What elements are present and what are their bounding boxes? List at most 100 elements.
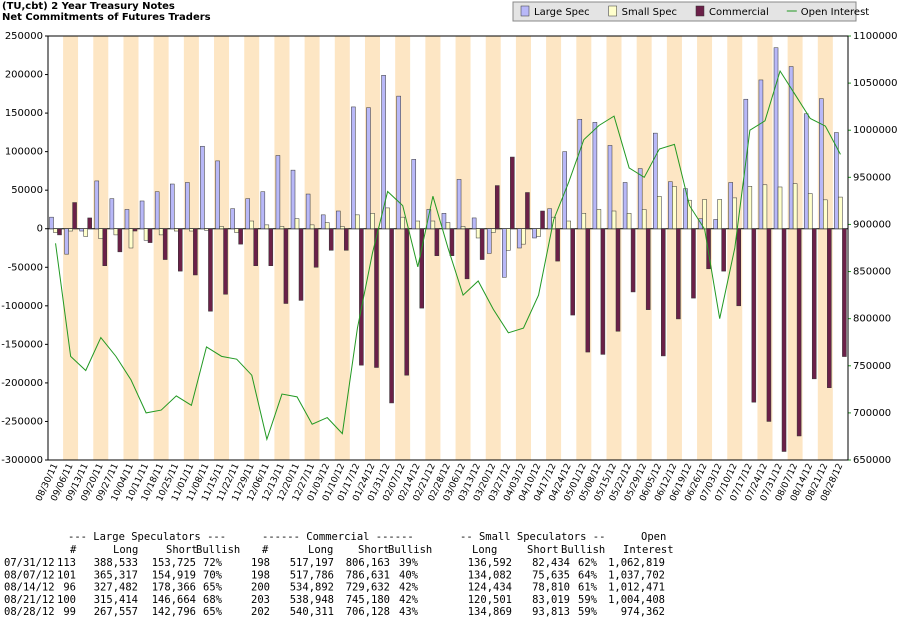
table-cell: 08/21/12 xyxy=(4,594,55,606)
bar xyxy=(807,193,813,229)
bar xyxy=(290,169,296,229)
table-cell: 83,019 xyxy=(532,594,570,606)
bar xyxy=(170,183,175,229)
bar xyxy=(827,228,832,388)
bar xyxy=(396,95,401,229)
bar xyxy=(475,228,481,239)
bar xyxy=(128,228,134,249)
bar xyxy=(773,47,779,229)
bar xyxy=(223,228,228,295)
bar xyxy=(592,122,598,229)
bar xyxy=(279,226,285,229)
bar xyxy=(193,228,198,276)
bar xyxy=(713,219,718,229)
y2-tick-label: 650000 xyxy=(853,455,891,466)
table-column-header: Interest xyxy=(623,544,674,556)
bar xyxy=(611,210,617,229)
bar xyxy=(672,186,677,229)
bar xyxy=(298,228,304,301)
band xyxy=(425,36,441,460)
band xyxy=(153,36,169,460)
bar xyxy=(385,207,390,229)
bar xyxy=(803,113,809,229)
bar xyxy=(245,198,250,229)
table-cell: 40% xyxy=(399,569,419,581)
bar xyxy=(158,228,164,236)
table-cell: 07/31/12 xyxy=(4,557,55,569)
bar xyxy=(479,228,485,260)
bar xyxy=(517,228,522,249)
bar xyxy=(275,155,281,229)
table-cell: 517,197 xyxy=(290,557,334,569)
table-cell: 706,128 xyxy=(346,606,390,618)
table-cell: 153,725 xyxy=(152,557,196,569)
table-column-header: Bullish xyxy=(561,544,605,556)
table-cell: 68% xyxy=(203,594,223,606)
y-tick-label: -200000 xyxy=(1,378,43,389)
table-cell: 745,180 xyxy=(346,594,390,606)
bar xyxy=(313,228,319,268)
bar xyxy=(419,228,425,309)
legend-swatch xyxy=(695,5,705,17)
y-tick-label: 0 xyxy=(37,224,43,235)
bar xyxy=(370,213,375,229)
table-column-header: Long xyxy=(472,544,497,556)
bar xyxy=(336,210,341,229)
band xyxy=(621,36,637,460)
band xyxy=(515,36,532,460)
bar xyxy=(676,228,681,320)
bar xyxy=(471,217,477,229)
table-cell: 178,366 xyxy=(152,582,196,594)
table-cell: 540,311 xyxy=(290,606,334,618)
y-tick-label: 50000 xyxy=(11,185,43,196)
band xyxy=(168,36,184,460)
bar xyxy=(525,192,530,229)
table-cell: 203 xyxy=(251,594,270,606)
bar xyxy=(283,228,289,304)
table-cell: 65% xyxy=(203,606,223,618)
band xyxy=(681,36,698,460)
y-tick-label: 100000 xyxy=(5,147,43,158)
bar xyxy=(762,184,768,229)
table-cell: 101 xyxy=(57,569,76,581)
table-column-header: Bullish xyxy=(388,544,432,556)
bar xyxy=(434,228,440,256)
table-cell: 100 xyxy=(57,594,76,606)
bar xyxy=(751,228,757,403)
bar xyxy=(355,214,360,229)
bar xyxy=(540,210,545,229)
y-tick-label: -50000 xyxy=(8,262,43,273)
bar xyxy=(570,228,575,316)
y-tick-label: -150000 xyxy=(1,339,43,350)
bar xyxy=(124,209,130,229)
band xyxy=(546,36,562,460)
bar xyxy=(264,224,270,229)
table-cell: 974,362 xyxy=(621,606,665,618)
bar xyxy=(154,191,160,229)
bar xyxy=(536,228,541,237)
band xyxy=(455,36,471,460)
bar xyxy=(577,119,583,229)
bar xyxy=(706,228,711,270)
table-cell: 42% xyxy=(399,582,419,594)
table-cell: 198 xyxy=(251,569,270,581)
bar xyxy=(657,196,662,229)
table-cell: 1,037,702 xyxy=(608,569,665,581)
band xyxy=(78,36,94,460)
y2-tick-label: 950000 xyxy=(853,172,891,183)
table-cell: 08/07/12 xyxy=(4,569,55,581)
table-cell: 202 xyxy=(251,606,270,618)
bar xyxy=(366,107,371,229)
table-column-header: Short xyxy=(527,544,559,556)
bar xyxy=(581,213,587,229)
legend-label: Open Interest xyxy=(801,7,870,18)
table-cell: 39% xyxy=(399,557,419,569)
bar xyxy=(510,156,515,229)
bar xyxy=(102,228,108,266)
bar xyxy=(521,228,526,245)
y2-tick-label: 1100000 xyxy=(853,31,897,42)
legend-label: Small Spec xyxy=(622,7,677,18)
bar xyxy=(842,228,847,357)
bar xyxy=(404,228,409,376)
